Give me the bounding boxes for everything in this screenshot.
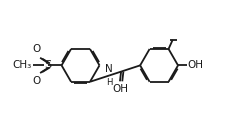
Text: O: O [32, 76, 41, 87]
Text: O: O [32, 44, 41, 54]
Text: N: N [105, 64, 113, 74]
Text: S: S [44, 60, 51, 70]
Text: OH: OH [112, 84, 128, 94]
Text: H: H [106, 78, 112, 87]
Text: CH₃: CH₃ [12, 60, 31, 70]
Text: OH: OH [188, 60, 204, 70]
